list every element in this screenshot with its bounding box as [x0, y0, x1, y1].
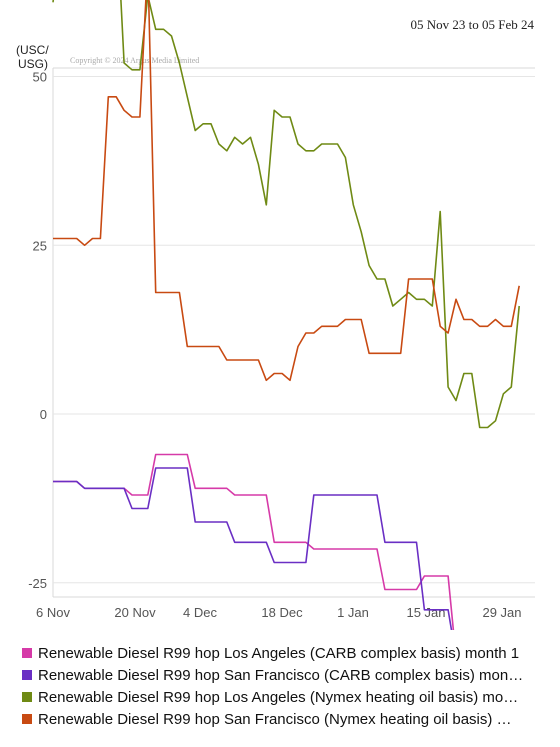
x-tick-label: 4 Dec	[183, 605, 217, 620]
legend-label: Renewable Diesel R99 hop Los Angeles (Ny…	[38, 688, 519, 706]
legend-item-3[interactable]: Renewable Diesel R99 hop Los Angeles (Ny…	[22, 686, 542, 708]
series-layer	[52, 0, 520, 630]
legend-item-2[interactable]: Renewable Diesel R99 hop San Francisco (…	[22, 664, 542, 686]
legend-item-4[interactable]: Renewable Diesel R99 hop San Francisco (…	[22, 708, 542, 730]
series-line-4	[53, 0, 520, 382]
x-tick-label: 1 Jan	[337, 605, 369, 620]
unit-line-1: (USC/	[16, 43, 49, 57]
copyright-notice: Copyright © 2024 Argus Media Limited	[70, 56, 200, 65]
y-tick-label: 0	[40, 407, 47, 422]
x-tick-label: 15 Jan	[406, 605, 445, 620]
legend-label: Renewable Diesel R99 hop San Francisco (…	[38, 666, 524, 684]
y-tick-label: 25	[33, 238, 47, 253]
legend-swatch	[22, 648, 32, 658]
unit-line-2: USG)	[18, 57, 48, 71]
series-line-3	[52, 0, 520, 429]
x-tick-label: 6 Nov	[36, 605, 70, 620]
x-tick-label: 29 Jan	[482, 605, 521, 620]
legend-label: Renewable Diesel R99 hop Los Angeles (CA…	[38, 644, 520, 662]
y-tick-label: -25	[28, 576, 47, 591]
series-line-2	[53, 467, 453, 630]
y-axis-unit-label: (USC/ USG)	[16, 43, 49, 71]
y-tick-label: 50	[33, 70, 47, 85]
legend-label: Renewable Diesel R99 hop San Francisco (…	[38, 710, 512, 728]
date-range-label: 05 Nov 23 to 05 Feb 24	[410, 17, 535, 32]
chart-legend: Renewable Diesel R99 hop Los Angeles (CA…	[22, 642, 542, 730]
legend-swatch	[22, 670, 32, 680]
legend-swatch	[22, 714, 32, 724]
legend-item-1[interactable]: Renewable Diesel R99 hop Los Angeles (CA…	[22, 642, 542, 664]
x-tick-label: 18 Dec	[261, 605, 303, 620]
legend-swatch	[22, 692, 32, 702]
grid-layer	[52, 67, 535, 598]
x-tick-label: 20 Nov	[114, 605, 156, 620]
series-line-1	[53, 453, 455, 630]
